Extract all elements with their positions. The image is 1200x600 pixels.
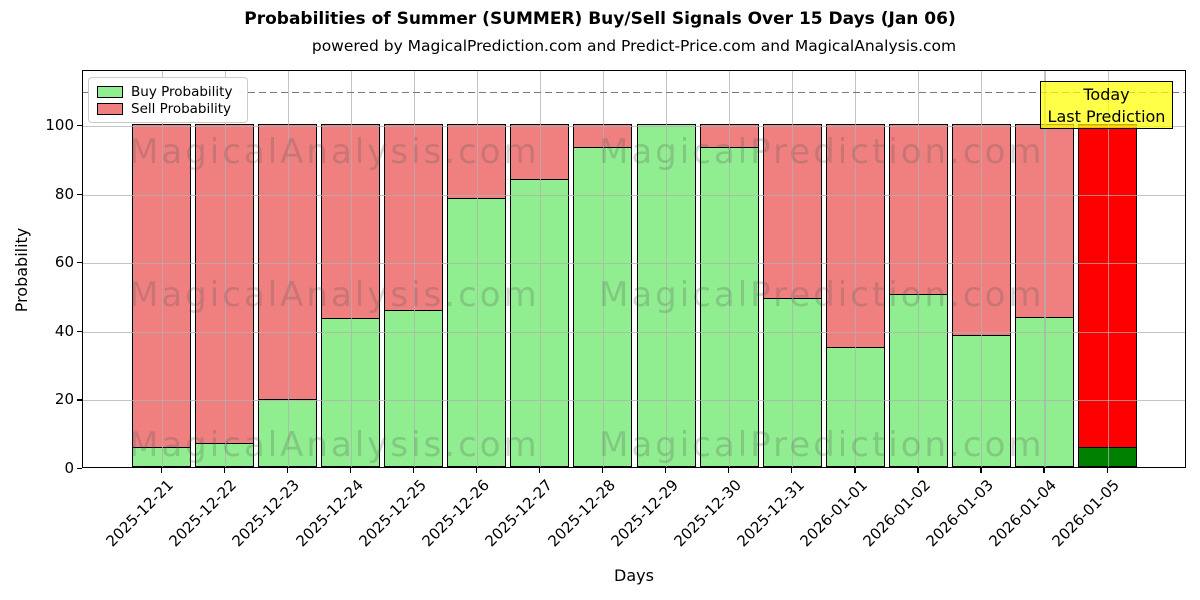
v-gridline	[792, 71, 794, 467]
legend-item-sell: Sell Probability	[97, 101, 239, 117]
y-tick-label: 20	[54, 390, 74, 409]
y-tick-label: 60	[54, 253, 74, 272]
x-tick-mark	[917, 468, 919, 473]
v-gridline	[350, 71, 352, 467]
chart-title: Probabilities of Summer (SUMMER) Buy/Sel…	[244, 9, 956, 29]
legend: Buy Probability Sell Probability	[88, 77, 248, 123]
x-axis-label: Days	[614, 566, 654, 585]
v-gridline	[413, 71, 415, 467]
dashed-guide-line	[83, 91, 1185, 94]
watermark-text: MagicalAnalysis.com	[129, 132, 540, 172]
sell-swatch-icon	[97, 103, 123, 116]
x-tick-mark	[791, 468, 793, 473]
today-annotation: Today Last Prediction	[1040, 81, 1173, 129]
watermark-text: MagicalAnalysis.com	[129, 425, 540, 465]
today-annotation-line1: Today	[1083, 85, 1130, 104]
y-axis-label: Probability	[12, 227, 31, 313]
x-tick-mark	[1043, 468, 1045, 473]
y-tick-mark	[77, 399, 82, 401]
v-gridline	[287, 71, 289, 467]
chart-subtitle: powered by MagicalPrediction.com and Pre…	[311, 37, 957, 55]
plot-area: MagicalAnalysis.com MagicalPrediction.com…	[82, 70, 1186, 468]
v-gridline	[1044, 71, 1046, 467]
v-gridline	[981, 71, 983, 467]
x-tick-mark	[980, 468, 982, 473]
v-gridline	[729, 71, 731, 467]
x-tick-mark	[349, 468, 351, 473]
y-tick-label: 100	[45, 115, 74, 134]
x-tick-mark	[412, 468, 415, 473]
watermark-text: MagicalPrediction.com	[599, 425, 1045, 465]
h-gridline	[83, 263, 1185, 265]
x-tick-mark	[475, 468, 478, 473]
x-tick-mark	[665, 468, 667, 473]
x-tick-mark	[223, 468, 225, 473]
v-gridline	[539, 71, 541, 467]
y-tick-mark	[77, 468, 82, 470]
v-gridline	[161, 71, 163, 467]
h-gridline	[83, 194, 1185, 196]
today-annotation-line2: Last Prediction	[1047, 107, 1166, 126]
legend-label-sell: Sell Probability	[131, 101, 232, 118]
legend-item-buy: Buy Probability	[97, 84, 239, 100]
watermark-text: MagicalPrediction.com	[599, 132, 1045, 172]
legend-label-buy: Buy Probability	[131, 83, 233, 100]
x-tick-mark	[854, 468, 856, 473]
x-tick-mark	[728, 468, 730, 473]
watermark-text: MagicalAnalysis.com	[129, 275, 540, 315]
y-tick-label: 40	[54, 321, 74, 340]
x-tick-mark	[538, 468, 541, 473]
y-tick-label: 80	[54, 184, 74, 203]
x-tick-mark	[601, 468, 604, 473]
y-tick-mark	[77, 124, 82, 127]
buy-swatch-icon	[97, 85, 123, 98]
v-gridline	[602, 71, 605, 467]
v-gridline	[224, 71, 226, 467]
v-gridline	[1107, 71, 1109, 467]
v-gridline	[855, 71, 857, 467]
h-gridline	[83, 400, 1185, 402]
bars-layer	[83, 71, 1185, 467]
v-gridline	[666, 71, 668, 467]
y-tick-mark	[77, 330, 82, 333]
x-tick-mark	[286, 468, 288, 473]
watermark-text: MagicalPrediction.com	[599, 275, 1045, 315]
h-gridline	[83, 125, 1185, 127]
h-gridline	[83, 331, 1185, 333]
y-tick-label: 0	[64, 459, 74, 477]
x-tick-mark	[1106, 468, 1108, 473]
y-tick-mark	[77, 193, 82, 195]
y-tick-mark	[77, 262, 82, 264]
x-tick-mark	[160, 468, 162, 473]
v-gridline	[476, 71, 478, 467]
v-gridline	[918, 71, 920, 467]
